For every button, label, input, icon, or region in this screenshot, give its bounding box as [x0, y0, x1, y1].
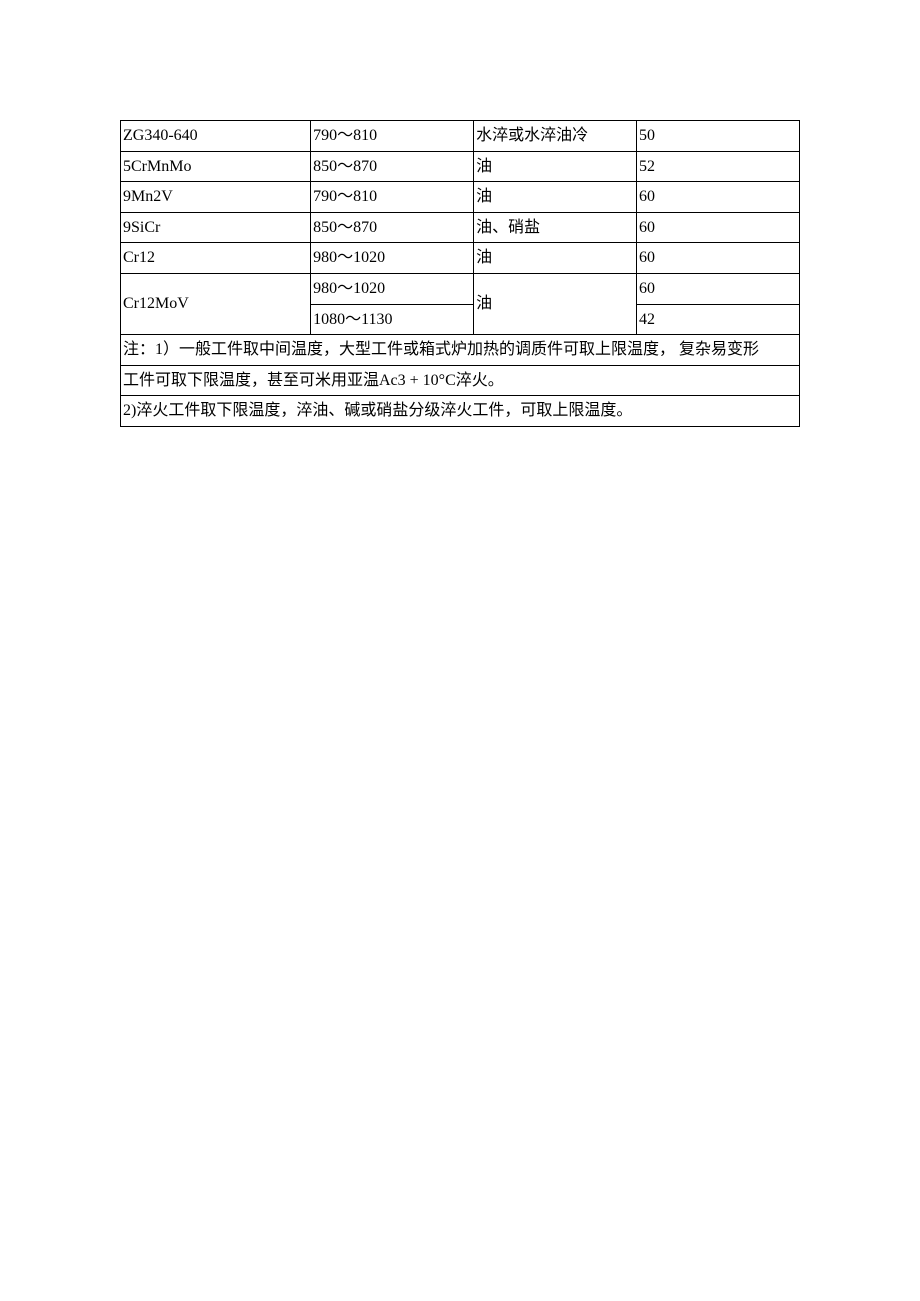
cell-hardness: 60 — [637, 212, 800, 243]
cell-temp: 850〜870 — [311, 151, 474, 182]
cell-medium: 油 — [474, 243, 637, 274]
cell-medium: 油 — [474, 182, 637, 213]
cell-hardness: 52 — [637, 151, 800, 182]
page: ZG340-640 790〜810 水淬或水淬油冷 50 5CrMnMo 850… — [0, 0, 920, 1301]
cell-medium: 油、硝盐 — [474, 212, 637, 243]
cell-material: ZG340-640 — [121, 121, 311, 152]
table-row: 5CrMnMo 850〜870 油 52 — [121, 151, 800, 182]
cell-material: Cr12MoV — [121, 273, 311, 334]
table-row: ZG340-640 790〜810 水淬或水淬油冷 50 — [121, 121, 800, 152]
note-text: 2)淬火工件取下限温度，淬油、碱或硝盐分级淬火工件，可取上限温度。 — [121, 396, 800, 427]
cell-temp: 980〜1020 — [311, 273, 474, 304]
cell-hardness: 42 — [637, 304, 800, 335]
cell-temp: 850〜870 — [311, 212, 474, 243]
cell-material: 9Mn2V — [121, 182, 311, 213]
cell-material: 9SiCr — [121, 212, 311, 243]
cell-temp: 790〜810 — [311, 121, 474, 152]
cell-temp: 790〜810 — [311, 182, 474, 213]
table-note-row: 工件可取下限温度，甚至可米用亚温Ac3 + 10°C淬火。 — [121, 365, 800, 396]
note-text: 工件可取下限温度，甚至可米用亚温Ac3 + 10°C淬火。 — [121, 365, 800, 396]
cell-medium: 油 — [474, 273, 637, 334]
cell-material: 5CrMnMo — [121, 151, 311, 182]
table-row: Cr12 980〜1020 油 60 — [121, 243, 800, 274]
cell-hardness: 60 — [637, 273, 800, 304]
cell-hardness: 50 — [637, 121, 800, 152]
cell-medium: 水淬或水淬油冷 — [474, 121, 637, 152]
cell-material: Cr12 — [121, 243, 311, 274]
table-row: Cr12MoV 980〜1020 油 60 — [121, 273, 800, 304]
table-row: 9Mn2V 790〜810 油 60 — [121, 182, 800, 213]
cell-hardness: 60 — [637, 243, 800, 274]
cell-hardness: 60 — [637, 182, 800, 213]
steel-quenching-table: ZG340-640 790〜810 水淬或水淬油冷 50 5CrMnMo 850… — [120, 120, 800, 427]
cell-temp: 980〜1020 — [311, 243, 474, 274]
table-row: 9SiCr 850〜870 油、硝盐 60 — [121, 212, 800, 243]
table-note-row: 2)淬火工件取下限温度，淬油、碱或硝盐分级淬火工件，可取上限温度。 — [121, 396, 800, 427]
table-note-row: 注：1）一般工件取中间温度，大型工件或箱式炉加热的调质件可取上限温度， 复杂易变… — [121, 335, 800, 366]
cell-medium: 油 — [474, 151, 637, 182]
note-text: 注：1）一般工件取中间温度，大型工件或箱式炉加热的调质件可取上限温度， 复杂易变… — [121, 335, 800, 366]
cell-temp: 1080〜1130 — [311, 304, 474, 335]
